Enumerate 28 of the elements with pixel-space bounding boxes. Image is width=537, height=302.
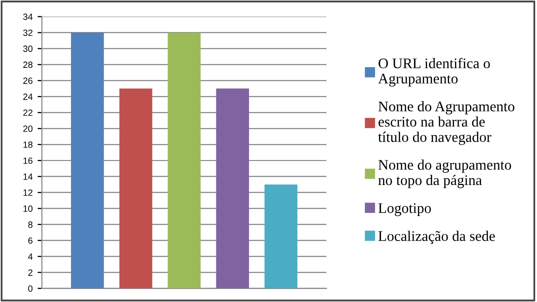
y-tick-label: 16 [24, 157, 32, 164]
y-tick-label: 8 [28, 221, 32, 228]
y-tick-label: 14 [24, 174, 33, 180]
bar [168, 32, 201, 288]
y-tick-label: 28 [23, 62, 32, 68]
y-tick-label: 18 [24, 141, 32, 148]
y-tick-label: 24 [23, 94, 33, 100]
legend-label: Nome do Agrupamento escrito na barra de título do navegador [378, 101, 514, 145]
y-tick-label: 26 [23, 78, 32, 84]
y-tick-label: 2 [28, 269, 32, 276]
legend-label: O URL identifica o Agrupamento [378, 58, 490, 87]
bar [119, 88, 152, 288]
legend-label: Localização da sede [378, 230, 495, 244]
y-tick-label: 4 [28, 253, 33, 260]
y-tick-label: 6 [28, 237, 32, 244]
y-tick-label: 30 [23, 46, 33, 52]
bar [264, 184, 298, 288]
y-tick-label: 12 [24, 189, 32, 196]
bar [216, 88, 250, 288]
legend-label: Logotipo [378, 203, 431, 216]
bar [70, 32, 104, 288]
y-tick-label: 20 [23, 125, 33, 132]
y-tick-label: 34 [23, 14, 33, 20]
y-tick-label: 10 [24, 205, 33, 212]
y-tick-label: 0 [28, 285, 33, 292]
y-tick-label: 22 [23, 110, 32, 116]
y-tick-label: 32 [23, 30, 32, 36]
legend-label: Nome do agrupamento no topo da página [378, 160, 512, 188]
